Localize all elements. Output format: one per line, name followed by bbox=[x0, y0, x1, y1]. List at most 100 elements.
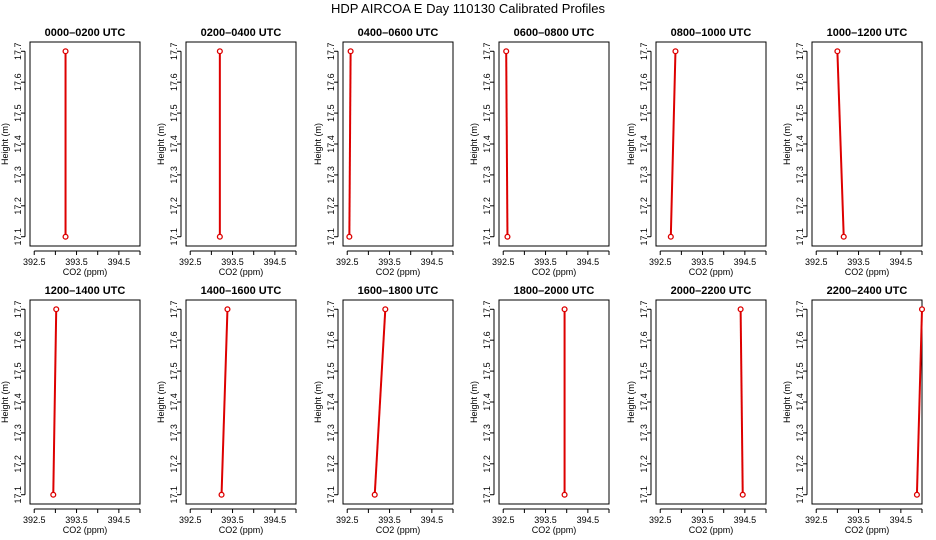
y-tick-label: 17.6 bbox=[169, 331, 179, 349]
x-tick-label: 392.5 bbox=[336, 515, 359, 525]
x-tick-label: 392.5 bbox=[336, 257, 359, 267]
profile-point bbox=[504, 233, 511, 240]
panel-title: 0000–0200 UTC bbox=[45, 27, 126, 39]
y-tick-label: 17.4 bbox=[169, 135, 179, 153]
profile-point bbox=[62, 48, 69, 55]
profile-point bbox=[216, 48, 223, 55]
profile-line bbox=[669, 51, 677, 237]
x-axis-label: CO2 (ppm) bbox=[219, 525, 264, 535]
y-tick-label: 17.6 bbox=[13, 73, 23, 91]
panel-title: 1800–2000 UTC bbox=[514, 285, 595, 297]
x-tick-label: 392.5 bbox=[179, 257, 202, 267]
x-axis-label: CO2 (ppm) bbox=[63, 525, 108, 535]
x-tick-label: 392.5 bbox=[805, 257, 828, 267]
y-tick-label: 17.6 bbox=[482, 73, 492, 91]
y-tick-label: 17.6 bbox=[326, 73, 336, 91]
x-tick-label: 393.5 bbox=[221, 257, 244, 267]
y-tick-label: 17.2 bbox=[326, 197, 336, 215]
y-tick-label: 17.7 bbox=[482, 43, 492, 61]
x-tick-label: 393.5 bbox=[847, 515, 870, 525]
x-tick-label: 393.5 bbox=[65, 515, 88, 525]
y-tick-label: 17.5 bbox=[482, 362, 492, 380]
x-tick-label: 394.5 bbox=[734, 515, 757, 525]
profile-point bbox=[371, 491, 378, 498]
profile-point bbox=[347, 48, 354, 55]
y-tick-label: 17.1 bbox=[795, 228, 805, 246]
y-tick-label: 17.1 bbox=[13, 486, 23, 504]
profile-line bbox=[348, 51, 352, 237]
y-axis-label: Height (m) bbox=[0, 381, 10, 423]
profile-line bbox=[220, 309, 229, 495]
y-tick-label: 17.4 bbox=[639, 135, 649, 153]
y-tick-label: 17.5 bbox=[169, 362, 179, 380]
y-tick-label: 17.2 bbox=[13, 455, 23, 473]
x-tick-label: 394.5 bbox=[264, 515, 287, 525]
profile-line bbox=[739, 309, 744, 495]
y-tick-label: 17.3 bbox=[482, 166, 492, 184]
y-tick-label: 17.3 bbox=[795, 166, 805, 184]
x-tick-label: 394.5 bbox=[421, 515, 444, 525]
profile-point bbox=[561, 491, 568, 498]
x-tick-label: 393.5 bbox=[534, 257, 557, 267]
profile-point bbox=[834, 48, 841, 55]
x-tick-label: 394.5 bbox=[734, 257, 757, 267]
y-tick-label: 17.7 bbox=[639, 301, 649, 319]
x-tick-label: 393.5 bbox=[65, 257, 88, 267]
y-tick-label: 17.5 bbox=[639, 362, 649, 380]
y-tick-label: 17.7 bbox=[482, 301, 492, 319]
panel-title: 1400–1600 UTC bbox=[201, 285, 282, 297]
y-tick-label: 17.5 bbox=[795, 362, 805, 380]
y-axis-label: Height (m) bbox=[626, 381, 636, 423]
profile-point bbox=[667, 233, 674, 240]
y-tick-label: 17.1 bbox=[326, 228, 336, 246]
x-axis-label: CO2 (ppm) bbox=[689, 525, 734, 535]
x-tick-label: 394.5 bbox=[890, 515, 913, 525]
y-tick-label: 17.5 bbox=[326, 104, 336, 122]
y-tick-label: 17.7 bbox=[795, 301, 805, 319]
x-axis-label: CO2 (ppm) bbox=[532, 525, 577, 535]
plot-frame bbox=[498, 299, 610, 505]
plot-frame bbox=[29, 299, 141, 505]
y-tick-label: 17.2 bbox=[169, 455, 179, 473]
x-axis-label: CO2 (ppm) bbox=[63, 267, 108, 277]
y-axis-label: Height (m) bbox=[0, 123, 10, 165]
profile-point bbox=[739, 491, 746, 498]
y-axis-label: Height (m) bbox=[469, 123, 479, 165]
y-tick-label: 17.7 bbox=[169, 43, 179, 61]
x-tick-label: 394.5 bbox=[264, 257, 287, 267]
panel-title: 1200–1400 UTC bbox=[45, 285, 126, 297]
plot-frame bbox=[498, 41, 610, 247]
x-tick-label: 393.5 bbox=[847, 257, 870, 267]
panel-title: 0200–0400 UTC bbox=[201, 27, 282, 39]
y-tick-label: 17.4 bbox=[482, 135, 492, 153]
plot-frame bbox=[655, 41, 767, 247]
plot-frame bbox=[185, 299, 297, 505]
y-tick-label: 17.4 bbox=[13, 393, 23, 411]
plot-frame bbox=[342, 41, 454, 247]
x-tick-label: 392.5 bbox=[23, 515, 46, 525]
x-axis-label: CO2 (ppm) bbox=[376, 267, 421, 277]
plot-frame bbox=[342, 299, 454, 505]
y-axis-label: Height (m) bbox=[313, 123, 323, 165]
x-tick-label: 394.5 bbox=[577, 515, 600, 525]
y-tick-label: 17.5 bbox=[13, 104, 23, 122]
profile-point bbox=[50, 491, 57, 498]
plot-frame bbox=[811, 299, 923, 505]
y-tick-label: 17.6 bbox=[795, 331, 805, 349]
y-tick-label: 17.4 bbox=[639, 393, 649, 411]
x-tick-label: 393.5 bbox=[378, 257, 401, 267]
y-tick-label: 17.1 bbox=[482, 228, 492, 246]
y-tick-label: 17.3 bbox=[326, 424, 336, 442]
x-tick-label: 392.5 bbox=[492, 257, 515, 267]
profile-line bbox=[373, 309, 387, 495]
y-tick-label: 17.1 bbox=[639, 228, 649, 246]
x-tick-label: 393.5 bbox=[691, 515, 714, 525]
y-tick-label: 17.6 bbox=[13, 331, 23, 349]
profile-point bbox=[918, 306, 926, 313]
profile-point bbox=[53, 306, 60, 313]
y-tick-label: 17.4 bbox=[326, 393, 336, 411]
y-tick-label: 17.4 bbox=[795, 135, 805, 153]
